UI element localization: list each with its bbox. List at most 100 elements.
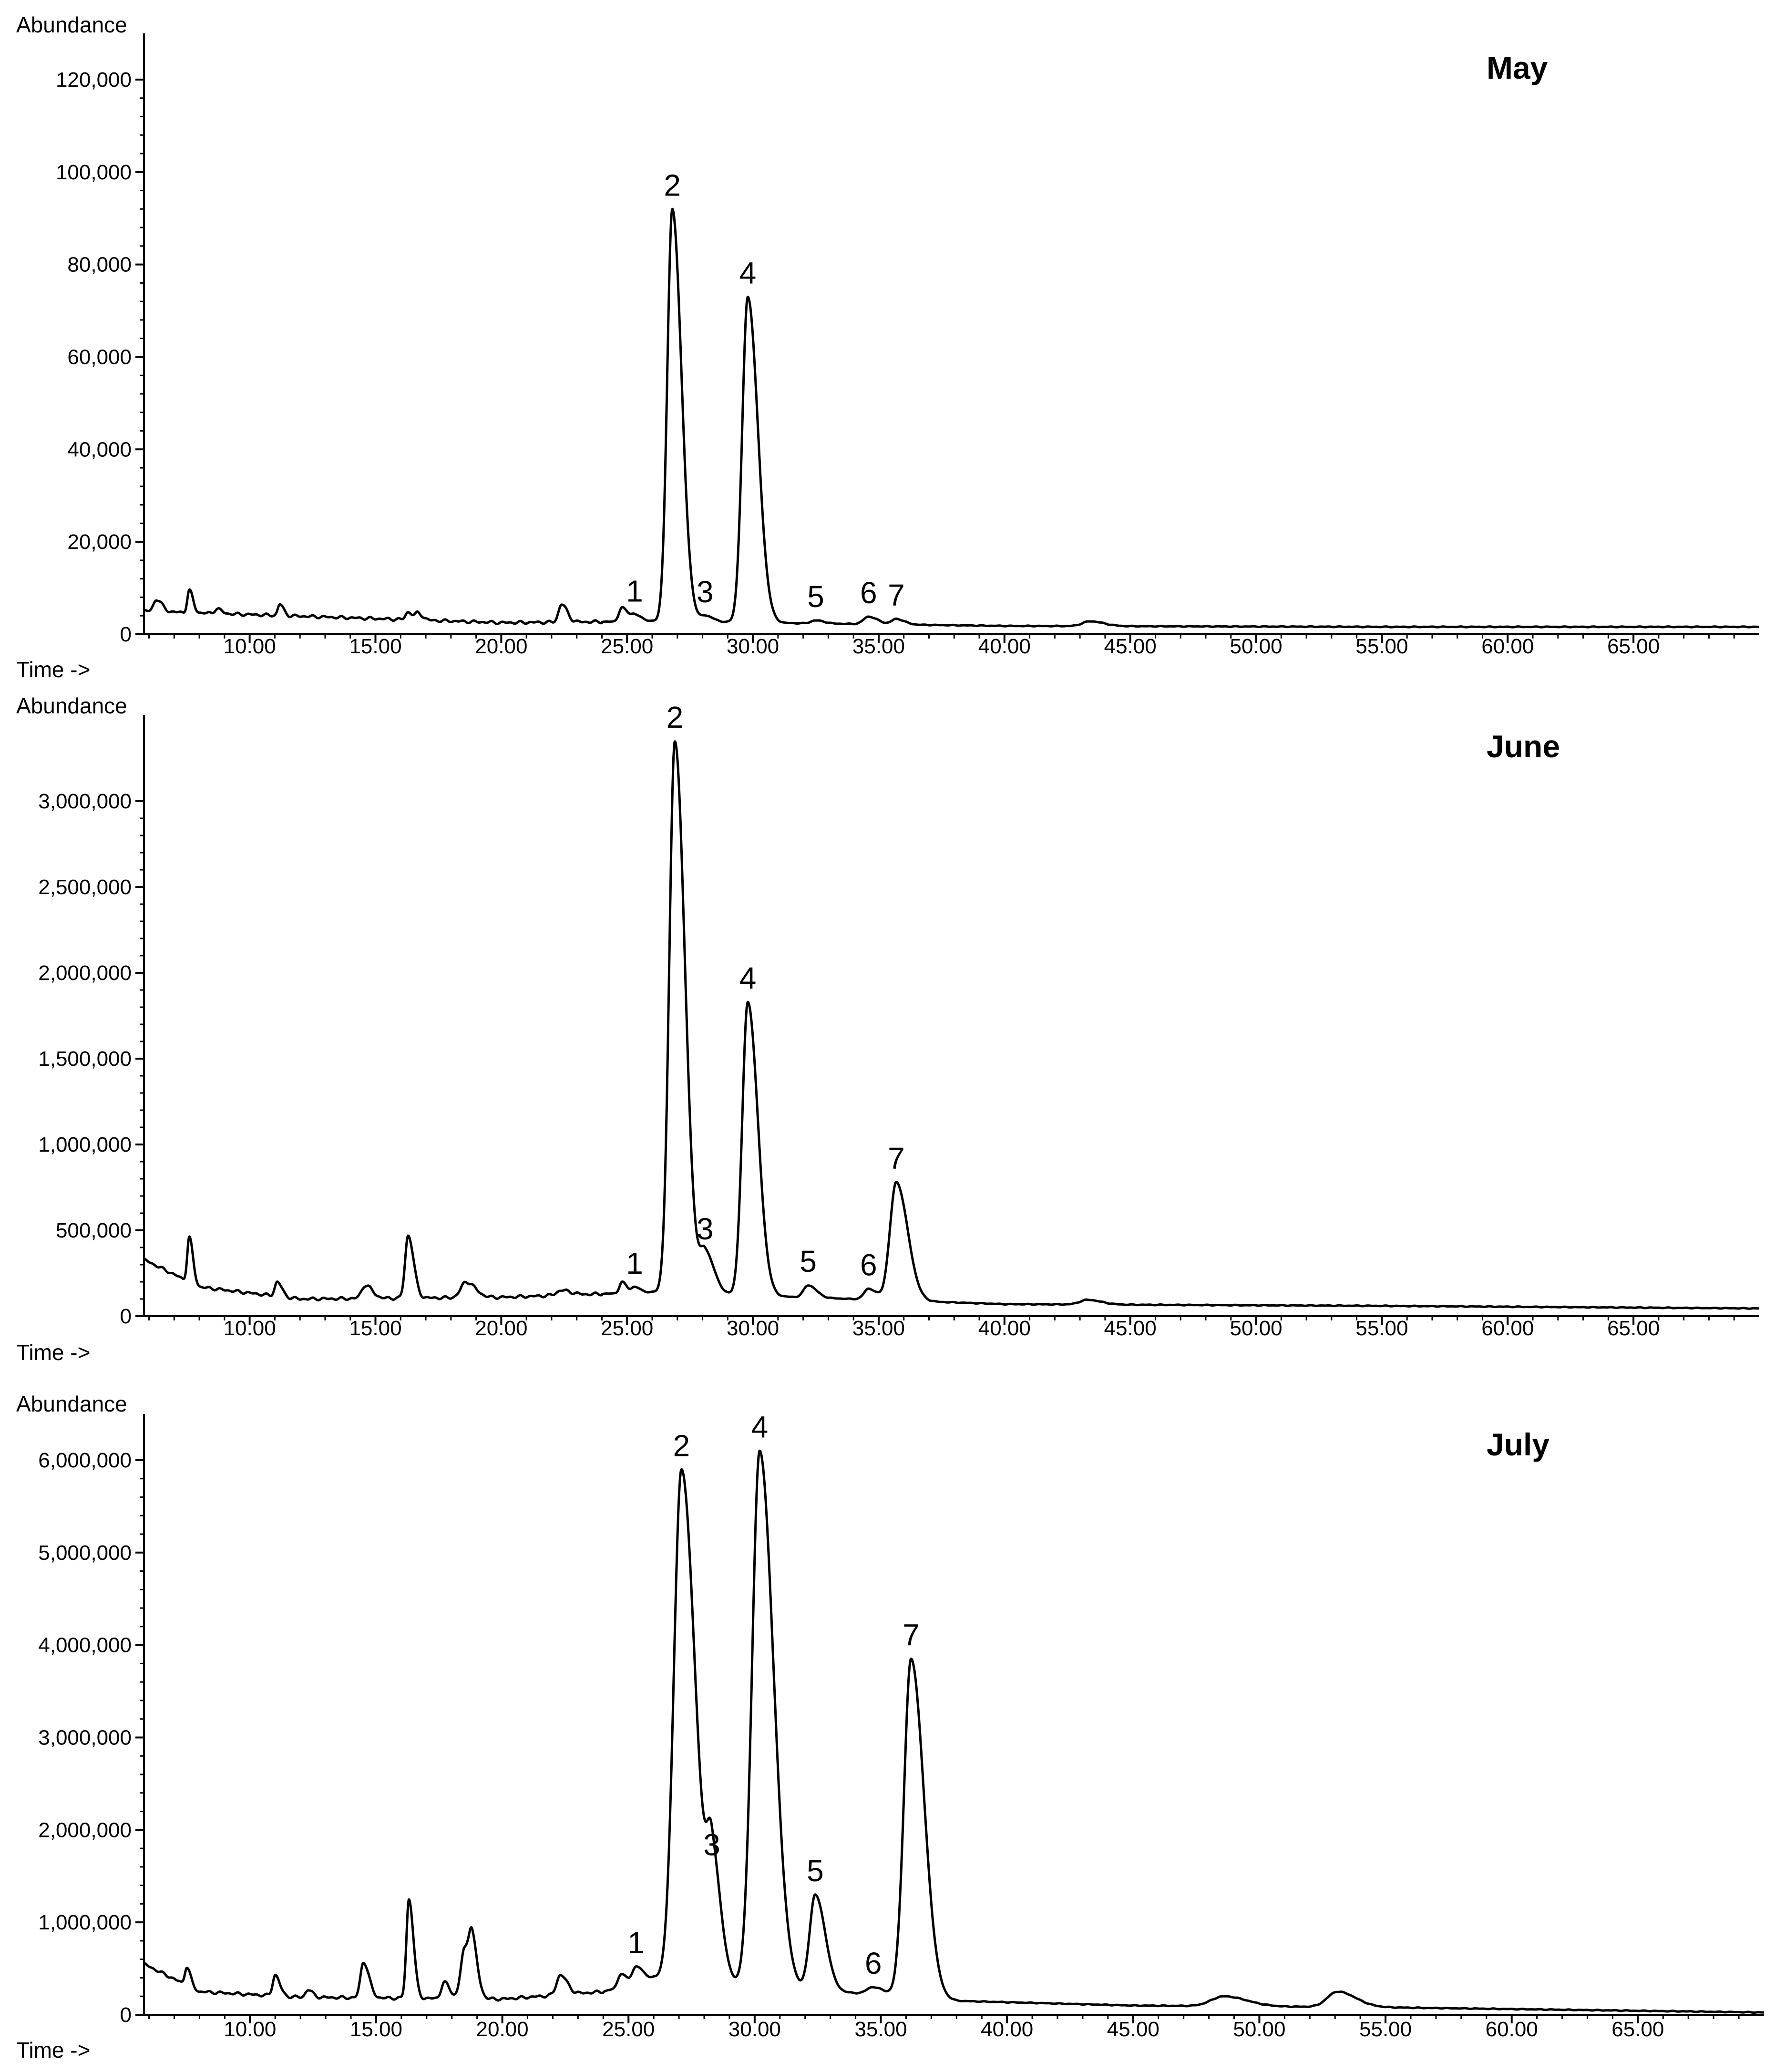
y-tick-label: 3,000,000 bbox=[38, 790, 132, 813]
x-tick-label: 45.00 bbox=[1107, 2018, 1159, 2041]
y-tick-label: 2,500,000 bbox=[38, 876, 132, 899]
x-tick-label: 60.00 bbox=[1481, 635, 1534, 658]
x-tick-label: 30.00 bbox=[728, 2018, 781, 2041]
x-tick-label: 55.00 bbox=[1355, 1317, 1408, 1340]
x-tick-label: 40.00 bbox=[978, 1317, 1031, 1340]
peak-label-1: 1 bbox=[627, 1926, 645, 1960]
x-tick-label: 45.00 bbox=[1104, 635, 1157, 658]
y-tick-label: 1,000,000 bbox=[38, 1911, 132, 1934]
panel-july: Abundance Time -> July 0 1,000,000 2,000,0… bbox=[16, 1392, 1765, 2062]
x-ticks: 10.00 15.00 20.00 25.00 30.00 35.00 40.00 45.00… bbox=[148, 2015, 1740, 2041]
x-tick-label: 30.00 bbox=[727, 635, 779, 658]
peak-labels: 1 2 3 4 5 6 7 bbox=[626, 700, 904, 1282]
x-tick-label: 20.00 bbox=[475, 635, 527, 658]
x-ticks: 10.00 15.00 20.00 25.00 30.00 35.00 40.00 45.00… bbox=[148, 1316, 1735, 1340]
y-tick-label: 5,000,000 bbox=[38, 1541, 132, 1565]
x-ticks: 10.00 15.00 20.00 25.00 30.00 35.00 40.00 45.00… bbox=[148, 634, 1735, 658]
peak-labels: 1 2 3 4 5 6 7 bbox=[627, 1410, 920, 1980]
y-tick-label: 6,000,000 bbox=[38, 1449, 132, 1472]
y-tick-label: 2,000,000 bbox=[38, 961, 132, 985]
chart-title: July bbox=[1487, 1427, 1549, 1462]
y-tick-label: 500,000 bbox=[56, 1219, 132, 1242]
peak-label-4: 4 bbox=[739, 961, 757, 995]
peak-label-3: 3 bbox=[697, 1212, 714, 1246]
panel-june: Abundance Time -> June 0 500,000 1,000,000… bbox=[16, 693, 1760, 1365]
peak-label-6: 6 bbox=[860, 576, 877, 610]
peak-label-4: 4 bbox=[739, 256, 757, 290]
peak-label-5: 5 bbox=[800, 1244, 817, 1278]
peak-label-5: 5 bbox=[807, 1854, 824, 1888]
chromatogram-trace bbox=[143, 1449, 1765, 2014]
y-tick-label: 1,000,000 bbox=[38, 1133, 132, 1156]
x-tick-label: 65.00 bbox=[1607, 1317, 1660, 1340]
x-tick-label: 45.00 bbox=[1104, 1317, 1157, 1340]
x-tick-label: 55.00 bbox=[1359, 2018, 1412, 2041]
x-tick-label: 25.00 bbox=[601, 1317, 653, 1340]
y-tick-label: 60,000 bbox=[67, 345, 132, 369]
y-tick-label: 100,000 bbox=[56, 161, 132, 184]
y-ticks: 0 20,000 40,000 60,000 80,000 100,000 120,000 bbox=[56, 68, 144, 646]
x-tick-label: 25.00 bbox=[602, 2018, 655, 2041]
x-tick-label: 20.00 bbox=[475, 1317, 527, 1340]
peak-label-3: 3 bbox=[703, 1828, 720, 1862]
y-axis-label: Abundance bbox=[16, 12, 127, 37]
y-tick-label: 20,000 bbox=[67, 530, 132, 554]
peak-label-6: 6 bbox=[865, 1946, 882, 1980]
x-tick-label: 15.00 bbox=[349, 635, 401, 658]
x-tick-label: 10.00 bbox=[224, 635, 276, 658]
peak-label-5: 5 bbox=[807, 579, 824, 614]
chromatogram-trace bbox=[143, 207, 1760, 629]
y-tick-label: 1,500,000 bbox=[38, 1047, 132, 1071]
peak-label-1: 1 bbox=[626, 1246, 643, 1280]
peak-label-7: 7 bbox=[903, 1618, 920, 1652]
x-tick-label: 10.00 bbox=[224, 1317, 276, 1340]
y-tick-label: 2,000,000 bbox=[38, 1818, 132, 1842]
y-axis-label: Abundance bbox=[16, 693, 127, 718]
x-axis-label: Time -> bbox=[16, 2038, 90, 2062]
y-tick-label: 40,000 bbox=[67, 438, 132, 461]
x-tick-label: 60.00 bbox=[1481, 1317, 1534, 1340]
x-tick-label: 40.00 bbox=[981, 2018, 1033, 2041]
x-tick-label: 35.00 bbox=[852, 635, 905, 658]
peak-label-7: 7 bbox=[888, 1141, 905, 1175]
y-tick-label: 0 bbox=[120, 623, 132, 646]
x-tick-label: 10.00 bbox=[224, 2018, 276, 2041]
y-tick-label: 120,000 bbox=[56, 68, 132, 92]
x-tick-label: 20.00 bbox=[476, 2018, 529, 2041]
x-tick-label: 55.00 bbox=[1355, 635, 1408, 658]
x-axis-label: Time -> bbox=[16, 1340, 90, 1365]
peak-label-3: 3 bbox=[697, 575, 714, 609]
peak-label-4: 4 bbox=[751, 1410, 769, 1444]
peak-label-7: 7 bbox=[888, 578, 905, 612]
x-axis-label: Time -> bbox=[16, 657, 90, 682]
x-tick-label: 15.00 bbox=[349, 1317, 401, 1340]
y-axis-label: Abundance bbox=[16, 1392, 127, 1416]
y-ticks: 0 500,000 1,000,000 1,500,000 2,000,000 2,500… bbox=[38, 790, 144, 1328]
x-tick-label: 35.00 bbox=[854, 2018, 907, 2041]
peak-label-2: 2 bbox=[667, 700, 684, 734]
x-tick-label: 40.00 bbox=[978, 635, 1031, 658]
x-tick-label: 50.00 bbox=[1233, 2018, 1285, 2041]
x-tick-label: 15.00 bbox=[350, 2018, 402, 2041]
y-tick-label: 3,000,000 bbox=[38, 1726, 132, 1749]
y-tick-label: 80,000 bbox=[67, 253, 132, 277]
x-tick-label: 25.00 bbox=[601, 635, 653, 658]
y-tick-label: 0 bbox=[120, 2003, 132, 2027]
peak-label-2: 2 bbox=[664, 168, 681, 202]
chromatogram-trace bbox=[143, 740, 1760, 1310]
y-ticks: 0 1,000,000 2,000,000 3,000,000 4,000,000 5,0… bbox=[38, 1449, 144, 2027]
x-tick-label: 35.00 bbox=[852, 1317, 905, 1340]
peak-label-6: 6 bbox=[860, 1247, 877, 1282]
x-tick-label: 65.00 bbox=[1607, 635, 1660, 658]
panel-may: Abundance Time -> May 0 20,000 40,000 60,00… bbox=[16, 12, 1760, 682]
peak-label-2: 2 bbox=[673, 1428, 690, 1463]
x-tick-label: 50.00 bbox=[1230, 635, 1282, 658]
x-tick-label: 60.00 bbox=[1486, 2018, 1538, 2041]
y-tick-label: 4,000,000 bbox=[38, 1634, 132, 1657]
x-tick-label: 30.00 bbox=[727, 1317, 779, 1340]
chart-title: May bbox=[1487, 50, 1548, 85]
x-tick-label: 50.00 bbox=[1230, 1317, 1282, 1340]
chart-title: June bbox=[1487, 729, 1560, 764]
